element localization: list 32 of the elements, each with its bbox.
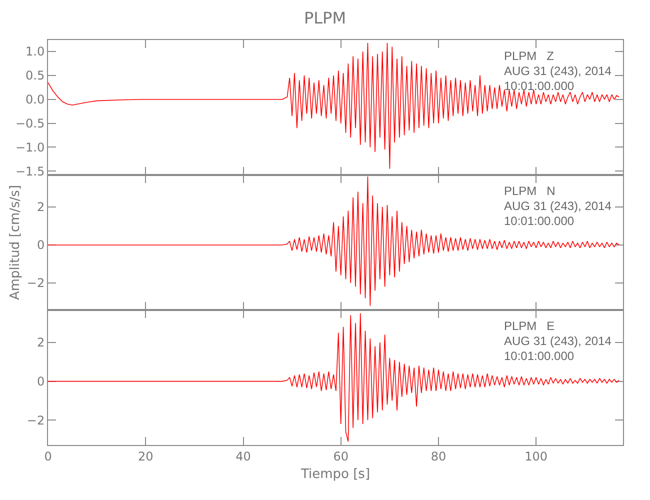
x-tick-label: 60 bbox=[333, 449, 349, 464]
annotation: 10:01:00.000 bbox=[504, 214, 574, 228]
y-tick-label: −2 bbox=[26, 276, 45, 290]
annotation: PLPM N bbox=[504, 184, 556, 198]
x-axis-title: Tiempo [s] bbox=[300, 467, 370, 482]
y-tick-label: −0.5 bbox=[15, 116, 45, 130]
y-tick-label: −1.0 bbox=[15, 140, 45, 154]
x-tick-label: 100 bbox=[524, 449, 548, 464]
line-series bbox=[48, 42, 620, 170]
y-tick-label: −1.5 bbox=[15, 164, 45, 178]
annotation: 10:01:00.000 bbox=[504, 349, 574, 363]
chart-title: PLPM bbox=[304, 8, 346, 28]
y-axis-title: Amplitud [cm/s/s] bbox=[8, 184, 23, 300]
y-tick-label: 0.5 bbox=[26, 68, 45, 83]
annotation: AUG 31 (243), 2014 bbox=[504, 334, 612, 348]
line-series bbox=[48, 312, 620, 442]
y-tick-label: 2 bbox=[36, 336, 45, 350]
annotation: AUG 31 (243), 2014 bbox=[504, 199, 612, 213]
x-tick-label: 40 bbox=[236, 449, 251, 464]
y-tick-label: 0.0 bbox=[26, 92, 45, 107]
annotation: 10:01:00.000 bbox=[504, 79, 574, 93]
annotation: AUG 31 (243), 2014 bbox=[504, 64, 612, 78]
y-tick-label: −2 bbox=[26, 413, 45, 428]
x-tick-label: 80 bbox=[430, 449, 446, 464]
x-tick-label: 20 bbox=[138, 449, 154, 464]
y-tick-label: 0 bbox=[36, 238, 45, 252]
annotation: PLPM Z bbox=[504, 49, 554, 63]
y-tick-label: 2 bbox=[36, 200, 45, 214]
y-tick-label: 0 bbox=[36, 374, 45, 388]
line-series bbox=[48, 176, 620, 306]
y-tick-label: 1.0 bbox=[26, 44, 45, 59]
annotation: PLPM E bbox=[504, 319, 555, 333]
